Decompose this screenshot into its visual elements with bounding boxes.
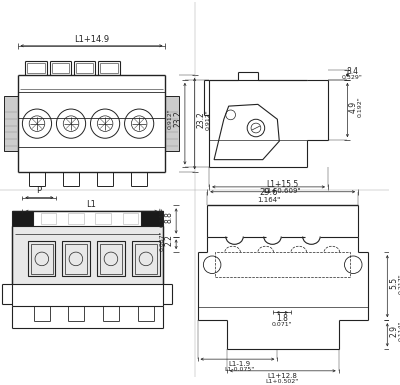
Bar [12, 226, 162, 284]
Text: 23.2: 23.2 [197, 111, 206, 128]
Text: 0.912": 0.912" [168, 109, 173, 129]
Text: 0.912": 0.912" [206, 109, 211, 130]
Text: 4.9: 4.9 [349, 101, 358, 113]
Bar [4, 96, 18, 151]
Bar [28, 241, 56, 276]
Text: L1+0.609": L1+0.609" [264, 188, 301, 194]
Text: 0.087": 0.087" [160, 230, 165, 251]
Bar [68, 213, 84, 224]
Text: 0.329": 0.329" [342, 75, 363, 80]
Bar [100, 244, 122, 273]
Text: 8.4: 8.4 [346, 67, 358, 75]
Bar [141, 211, 162, 226]
Text: 0.217": 0.217" [398, 273, 400, 294]
Bar [97, 241, 124, 276]
Text: 1.164": 1.164" [257, 197, 280, 203]
Bar [41, 213, 56, 224]
Text: 8.8: 8.8 [165, 211, 174, 223]
Text: 5.5: 5.5 [390, 277, 399, 289]
Text: 0.071": 0.071" [272, 321, 292, 326]
Text: 0.348": 0.348" [160, 207, 165, 228]
Bar [95, 213, 111, 224]
Text: 2.2: 2.2 [165, 234, 174, 246]
Text: 0.192": 0.192" [358, 97, 362, 117]
Bar [215, 252, 350, 278]
Text: L1: L1 [86, 200, 96, 209]
Bar [166, 96, 179, 151]
Bar [12, 211, 33, 226]
Text: 1.8: 1.8 [276, 314, 288, 323]
Bar [135, 244, 157, 273]
Text: L1+0.502": L1+0.502" [266, 379, 299, 384]
Bar [65, 244, 87, 273]
Text: 23.2: 23.2 [174, 110, 182, 127]
Text: 29.6: 29.6 [259, 188, 278, 197]
Text: L1-0.075": L1-0.075" [224, 367, 254, 372]
Bar [31, 244, 52, 273]
Text: L1+15.5: L1+15.5 [266, 181, 298, 189]
Text: 0.114": 0.114" [398, 321, 400, 341]
Text: L1+14.9: L1+14.9 [74, 35, 109, 44]
Text: L1+12.8: L1+12.8 [267, 373, 297, 379]
Text: 2.9: 2.9 [390, 325, 399, 337]
Text: L1-1.9: L1-1.9 [228, 361, 250, 367]
Text: P: P [36, 186, 42, 195]
Bar [123, 213, 138, 224]
Bar [62, 241, 90, 276]
Bar [132, 241, 160, 276]
